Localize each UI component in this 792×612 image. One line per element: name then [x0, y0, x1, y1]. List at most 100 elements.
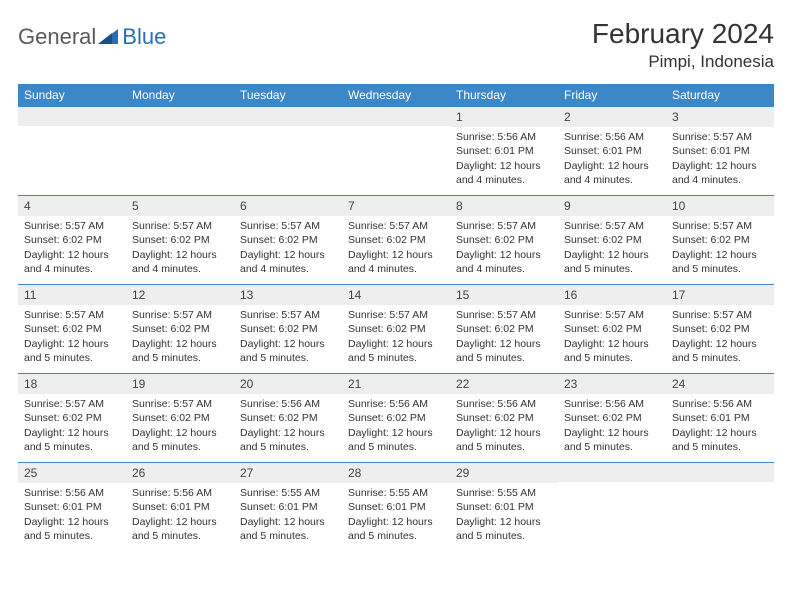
daylight-text: Daylight: 12 hours and 5 minutes. [672, 426, 768, 454]
sunrise-text: Sunrise: 5:57 AM [24, 219, 120, 233]
sunset-text: Sunset: 6:02 PM [240, 233, 336, 247]
day-body: Sunrise: 5:55 AMSunset: 6:01 PMDaylight:… [342, 483, 450, 547]
daylight-text: Daylight: 12 hours and 5 minutes. [240, 515, 336, 543]
day-number: 17 [666, 285, 774, 305]
day-body: Sunrise: 5:57 AMSunset: 6:02 PMDaylight:… [234, 216, 342, 280]
sunset-text: Sunset: 6:01 PM [456, 500, 552, 514]
day-body: Sunrise: 5:57 AMSunset: 6:02 PMDaylight:… [126, 394, 234, 458]
sunset-text: Sunset: 6:02 PM [348, 411, 444, 425]
week-row: 4Sunrise: 5:57 AMSunset: 6:02 PMDaylight… [18, 195, 774, 284]
sunset-text: Sunset: 6:01 PM [348, 500, 444, 514]
day-number: 18 [18, 374, 126, 394]
day-cell: 18Sunrise: 5:57 AMSunset: 6:02 PMDayligh… [18, 374, 126, 462]
sunset-text: Sunset: 6:02 PM [240, 322, 336, 336]
dow-thursday: Thursday [450, 84, 558, 106]
sunset-text: Sunset: 6:02 PM [564, 411, 660, 425]
week-row: 1Sunrise: 5:56 AMSunset: 6:01 PMDaylight… [18, 106, 774, 195]
sunset-text: Sunset: 6:01 PM [672, 411, 768, 425]
sunset-text: Sunset: 6:02 PM [132, 322, 228, 336]
day-cell: 19Sunrise: 5:57 AMSunset: 6:02 PMDayligh… [126, 374, 234, 462]
day-cell [666, 463, 774, 551]
week-row: 11Sunrise: 5:57 AMSunset: 6:02 PMDayligh… [18, 284, 774, 373]
day-body: Sunrise: 5:57 AMSunset: 6:02 PMDaylight:… [234, 305, 342, 369]
day-body: Sunrise: 5:57 AMSunset: 6:02 PMDaylight:… [126, 216, 234, 280]
day-cell: 27Sunrise: 5:55 AMSunset: 6:01 PMDayligh… [234, 463, 342, 551]
day-body: Sunrise: 5:57 AMSunset: 6:02 PMDaylight:… [558, 305, 666, 369]
day-number: 5 [126, 196, 234, 216]
day-cell: 13Sunrise: 5:57 AMSunset: 6:02 PMDayligh… [234, 285, 342, 373]
sunrise-text: Sunrise: 5:57 AM [456, 219, 552, 233]
daylight-text: Daylight: 12 hours and 5 minutes. [564, 337, 660, 365]
location-label: Pimpi, Indonesia [592, 52, 774, 72]
day-number [558, 463, 666, 482]
day-body: Sunrise: 5:57 AMSunset: 6:02 PMDaylight:… [666, 216, 774, 280]
dow-tuesday: Tuesday [234, 84, 342, 106]
daylight-text: Daylight: 12 hours and 4 minutes. [240, 248, 336, 276]
daylight-text: Daylight: 12 hours and 4 minutes. [672, 159, 768, 187]
week-row: 18Sunrise: 5:57 AMSunset: 6:02 PMDayligh… [18, 373, 774, 462]
day-body: Sunrise: 5:57 AMSunset: 6:02 PMDaylight:… [18, 394, 126, 458]
day-body: Sunrise: 5:56 AMSunset: 6:01 PMDaylight:… [126, 483, 234, 547]
calendar-grid: Sunday Monday Tuesday Wednesday Thursday… [18, 84, 774, 551]
day-number [666, 463, 774, 482]
sunrise-text: Sunrise: 5:57 AM [564, 219, 660, 233]
daylight-text: Daylight: 12 hours and 5 minutes. [348, 337, 444, 365]
day-number [234, 107, 342, 126]
daylight-text: Daylight: 12 hours and 5 minutes. [564, 248, 660, 276]
sunset-text: Sunset: 6:02 PM [24, 233, 120, 247]
day-body: Sunrise: 5:55 AMSunset: 6:01 PMDaylight:… [234, 483, 342, 547]
sunrise-text: Sunrise: 5:56 AM [564, 130, 660, 144]
day-number [342, 107, 450, 126]
day-cell: 21Sunrise: 5:56 AMSunset: 6:02 PMDayligh… [342, 374, 450, 462]
sunset-text: Sunset: 6:01 PM [672, 144, 768, 158]
sunrise-text: Sunrise: 5:56 AM [564, 397, 660, 411]
day-number: 13 [234, 285, 342, 305]
sunset-text: Sunset: 6:01 PM [240, 500, 336, 514]
day-number: 27 [234, 463, 342, 483]
brand-word-1: General [18, 24, 96, 50]
sunset-text: Sunset: 6:02 PM [132, 411, 228, 425]
sunrise-text: Sunrise: 5:57 AM [24, 397, 120, 411]
sunset-text: Sunset: 6:02 PM [456, 322, 552, 336]
day-body: Sunrise: 5:57 AMSunset: 6:01 PMDaylight:… [666, 127, 774, 191]
day-number: 3 [666, 107, 774, 127]
sail-icon [98, 29, 120, 45]
calendar-page: General Blue February 2024 Pimpi, Indone… [0, 0, 792, 551]
sunrise-text: Sunrise: 5:57 AM [132, 308, 228, 322]
day-number: 20 [234, 374, 342, 394]
day-body: Sunrise: 5:56 AMSunset: 6:01 PMDaylight:… [450, 127, 558, 191]
sunrise-text: Sunrise: 5:57 AM [564, 308, 660, 322]
day-cell: 1Sunrise: 5:56 AMSunset: 6:01 PMDaylight… [450, 107, 558, 195]
daylight-text: Daylight: 12 hours and 4 minutes. [348, 248, 444, 276]
day-cell: 12Sunrise: 5:57 AMSunset: 6:02 PMDayligh… [126, 285, 234, 373]
day-number: 11 [18, 285, 126, 305]
day-number: 24 [666, 374, 774, 394]
brand-logo: General Blue [18, 24, 166, 50]
day-body: Sunrise: 5:56 AMSunset: 6:01 PMDaylight:… [666, 394, 774, 458]
daylight-text: Daylight: 12 hours and 5 minutes. [240, 426, 336, 454]
day-cell: 11Sunrise: 5:57 AMSunset: 6:02 PMDayligh… [18, 285, 126, 373]
day-number: 10 [666, 196, 774, 216]
sunrise-text: Sunrise: 5:57 AM [24, 308, 120, 322]
day-number: 26 [126, 463, 234, 483]
sunset-text: Sunset: 6:02 PM [456, 233, 552, 247]
daylight-text: Daylight: 12 hours and 4 minutes. [564, 159, 660, 187]
day-cell: 14Sunrise: 5:57 AMSunset: 6:02 PMDayligh… [342, 285, 450, 373]
sunrise-text: Sunrise: 5:57 AM [456, 308, 552, 322]
dow-sunday: Sunday [18, 84, 126, 106]
day-body: Sunrise: 5:56 AMSunset: 6:02 PMDaylight:… [342, 394, 450, 458]
day-cell: 20Sunrise: 5:56 AMSunset: 6:02 PMDayligh… [234, 374, 342, 462]
daylight-text: Daylight: 12 hours and 4 minutes. [456, 159, 552, 187]
sunset-text: Sunset: 6:02 PM [672, 322, 768, 336]
dow-wednesday: Wednesday [342, 84, 450, 106]
dow-monday: Monday [126, 84, 234, 106]
weeks-container: 1Sunrise: 5:56 AMSunset: 6:01 PMDaylight… [18, 106, 774, 551]
daylight-text: Daylight: 12 hours and 4 minutes. [456, 248, 552, 276]
day-cell: 25Sunrise: 5:56 AMSunset: 6:01 PMDayligh… [18, 463, 126, 551]
sunset-text: Sunset: 6:01 PM [132, 500, 228, 514]
sunrise-text: Sunrise: 5:56 AM [240, 397, 336, 411]
sunrise-text: Sunrise: 5:56 AM [348, 397, 444, 411]
week-row: 25Sunrise: 5:56 AMSunset: 6:01 PMDayligh… [18, 462, 774, 551]
sunset-text: Sunset: 6:02 PM [672, 233, 768, 247]
day-cell: 9Sunrise: 5:57 AMSunset: 6:02 PMDaylight… [558, 196, 666, 284]
